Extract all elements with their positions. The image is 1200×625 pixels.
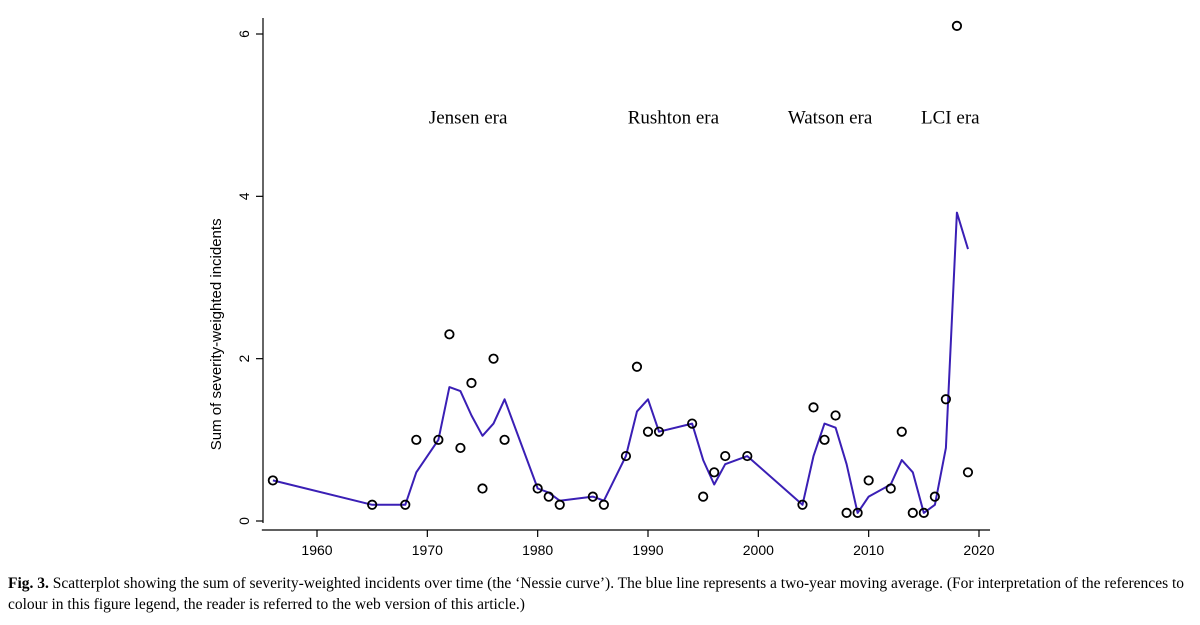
- data-point: [852, 507, 863, 518]
- x-tick-label: 1980: [522, 542, 553, 558]
- y-tick-label: 0: [236, 517, 252, 525]
- data-point: [951, 20, 963, 31]
- data-point: [962, 467, 974, 478]
- data-point: [687, 418, 698, 429]
- y-tick-label: 4: [236, 192, 252, 200]
- data-point: [267, 475, 278, 486]
- data-point: [830, 410, 841, 421]
- data-point: [720, 450, 731, 462]
- data-point: [918, 507, 929, 518]
- data-point: [698, 491, 709, 502]
- data-point: [598, 499, 609, 510]
- data-point: [433, 434, 444, 445]
- data-point: [896, 426, 907, 437]
- data-point: [587, 491, 598, 502]
- scatter-points: [267, 20, 974, 518]
- data-point: [488, 353, 499, 364]
- data-point: [543, 491, 554, 502]
- data-point: [709, 467, 720, 478]
- x-tick-label: 2020: [963, 542, 994, 558]
- data-point: [885, 483, 896, 494]
- data-point: [367, 499, 378, 510]
- era-annotation-0: Jensen era: [429, 107, 508, 128]
- figure-number: Fig. 3.: [8, 575, 49, 592]
- data-point: [863, 475, 874, 486]
- data-point: [532, 483, 543, 494]
- x-tick-label: 1970: [412, 542, 443, 558]
- data-point: [929, 491, 940, 502]
- data-point: [400, 499, 411, 510]
- era-annotation-1: Rushton era: [628, 107, 720, 128]
- data-point: [907, 507, 918, 518]
- data-point: [642, 426, 654, 437]
- era-annotation-2: Watson era: [788, 107, 873, 128]
- data-point: [940, 394, 952, 405]
- data-point: [653, 426, 665, 437]
- data-point: [477, 483, 488, 494]
- y-tick-label: 6: [236, 30, 252, 38]
- x-tick-label: 2010: [853, 542, 884, 558]
- x-tick-label: 1990: [632, 542, 663, 558]
- data-point: [742, 450, 753, 462]
- data-point: [808, 402, 819, 413]
- data-point: [444, 329, 455, 340]
- data-point: [841, 507, 852, 518]
- x-axis-ticks: 1960 1970 1980 1990 2000 2010 2020: [301, 530, 995, 558]
- data-point: [455, 442, 466, 454]
- data-point: [797, 499, 808, 510]
- data-point: [631, 361, 643, 372]
- y-axis-title: Sum of severity-weighted incidents: [208, 218, 225, 450]
- nessie-curve-chart: 0 2 4 6 1960 1970 1980 1990 2000 2010 2020 Sum of…: [208, 18, 995, 558]
- x-tick-label: 1960: [301, 542, 332, 558]
- data-point: [466, 377, 477, 389]
- data-point: [554, 499, 565, 510]
- era-annotations: Jensen era Rushton era Watson era LCI era: [429, 107, 980, 128]
- x-tick-label: 2000: [743, 542, 774, 558]
- data-point: [411, 434, 422, 445]
- era-annotation-3: LCI era: [921, 107, 980, 128]
- data-point: [499, 434, 510, 445]
- y-axis-ticks: 0 2 4 6: [236, 30, 263, 525]
- data-point: [620, 450, 632, 462]
- figure-caption: Fig. 3. Scatterplot showing the sum of s…: [8, 573, 1193, 615]
- moving-average-line: [272, 211, 969, 514]
- y-tick-label: 2: [236, 355, 252, 363]
- data-point: [819, 434, 830, 445]
- caption-text: Scatterplot showing the sum of severity-…: [8, 575, 1185, 613]
